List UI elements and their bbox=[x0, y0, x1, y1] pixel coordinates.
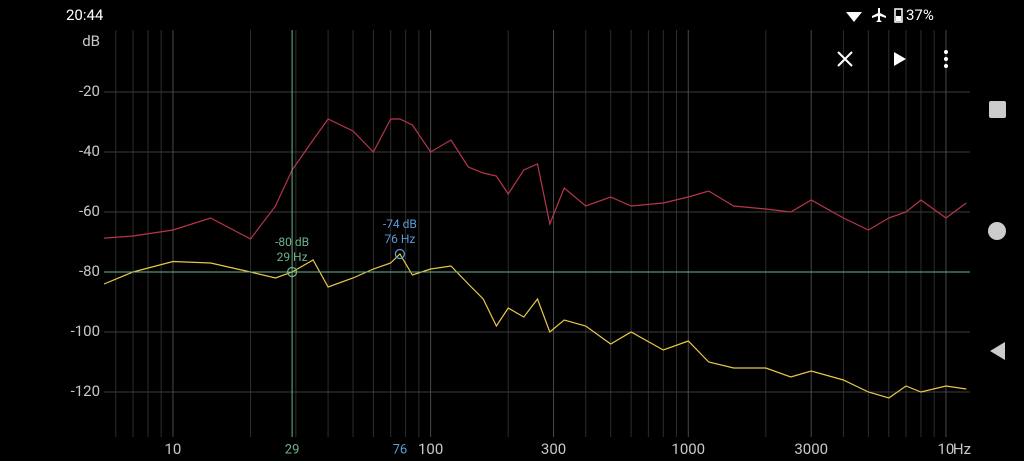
x-tick-label: 10 bbox=[937, 440, 954, 458]
cursor-axis-label: 29 bbox=[285, 442, 300, 457]
x-tick-label: 10 bbox=[165, 440, 182, 458]
y-tick-label: -60 bbox=[79, 202, 100, 220]
cursor-marker bbox=[286, 266, 298, 278]
cursor-label: -80 dB bbox=[275, 235, 309, 249]
play-button[interactable] bbox=[894, 52, 906, 66]
cursor-axis-label: 76 bbox=[393, 442, 408, 457]
status-battery: 37% bbox=[906, 6, 934, 24]
x-tick-label: 100 bbox=[418, 440, 443, 458]
spectrum-line bbox=[103, 118, 967, 240]
x-tick-label: 1000 bbox=[671, 440, 705, 458]
menu-button[interactable] bbox=[944, 50, 948, 68]
y-tick-label: -40 bbox=[79, 142, 100, 160]
x-tick-label: 300 bbox=[541, 440, 566, 458]
toolbar bbox=[837, 50, 948, 68]
home-button[interactable] bbox=[988, 222, 1006, 240]
y-tick-label: -120 bbox=[71, 382, 100, 400]
y-tick-label: -100 bbox=[71, 322, 100, 340]
status-icons bbox=[846, 8, 903, 23]
spectrum-line bbox=[103, 253, 967, 399]
y-tick-label: -20 bbox=[79, 82, 100, 100]
cursor-label: -74 dB bbox=[383, 217, 417, 231]
nav-bar bbox=[988, 101, 1006, 360]
recents-button[interactable] bbox=[989, 101, 1006, 118]
back-button[interactable] bbox=[990, 342, 1005, 360]
x-tick-label: 3000 bbox=[794, 440, 828, 458]
close-button[interactable] bbox=[837, 51, 853, 67]
cursor-label: 29 Hz bbox=[277, 250, 308, 264]
status-time: 20:44 bbox=[66, 6, 104, 24]
cursor-label: 76 Hz bbox=[384, 232, 415, 246]
cursor-marker bbox=[394, 248, 406, 260]
y-axis-unit: dB bbox=[82, 32, 100, 50]
x-axis-unit: Hz bbox=[953, 440, 971, 458]
y-tick-label: -80 bbox=[79, 262, 100, 280]
